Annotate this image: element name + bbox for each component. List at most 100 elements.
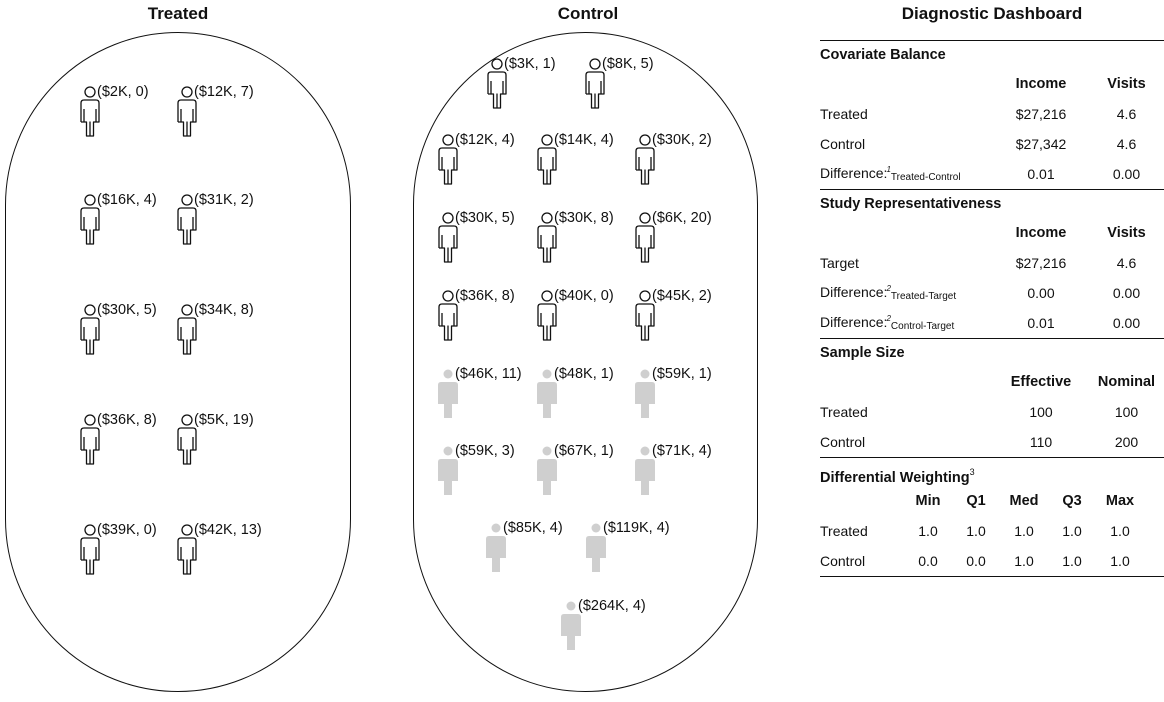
control-person-excluded: ($71K, 4) <box>633 441 793 501</box>
table-cell: 1.0 <box>1062 553 1082 569</box>
table-row: Difference:1Treated-Control 0.01 0.00 <box>820 159 1164 189</box>
table-cell: 1.0 <box>1014 523 1034 539</box>
row-label: Treated <box>820 523 868 539</box>
person-income-visits-label: ($59K, 1) <box>652 366 712 382</box>
column-header: Income <box>1015 76 1067 92</box>
control-person: ($3K, 1) <box>485 54 645 114</box>
table-cell: 1.0 <box>1014 553 1034 569</box>
treated-group-title: Treated <box>147 4 209 23</box>
table-row: Difference:2Control-Target 0.01 0.00 <box>820 308 1164 338</box>
person-income-visits-label: ($12K, 4) <box>455 132 515 148</box>
person-income-visits-label: ($30K, 5) <box>455 210 515 226</box>
person-icon <box>537 134 557 185</box>
person-icon <box>487 58 507 109</box>
table-cell: 1.0 <box>1110 523 1130 539</box>
person-income-visits-label: ($40K, 0) <box>554 288 614 304</box>
person-income-visits-label: ($48K, 1) <box>554 366 614 382</box>
weighting-section: Differential Weighting3 Min Q1 Med Q3 Max Tr… <box>820 457 1164 576</box>
person-income-visits-label: ($45K, 2) <box>652 288 712 304</box>
treated-person: ($16K, 4) <box>78 190 238 250</box>
person-icon <box>635 369 655 418</box>
person-income-visits-label: ($3K, 1) <box>504 56 556 72</box>
table-header: Min Q1 Med Q3 Max <box>820 486 1164 516</box>
weighting-title-text: Differential Weighting <box>820 470 970 486</box>
control-person: ($30K, 2) <box>633 130 793 190</box>
table-cell: 100 <box>1114 404 1139 420</box>
row-label: Target <box>820 255 993 271</box>
table-cell: 0.01 <box>1027 166 1055 182</box>
row-label-subscript: Treated-Target <box>890 291 957 302</box>
footnote-marker: 2 <box>886 284 891 293</box>
person-income-visits-label: ($42K, 13) <box>194 522 262 538</box>
row-label-text: Difference: <box>820 165 888 181</box>
table-cell: 0.0 <box>966 553 986 569</box>
row-label-text: Target <box>820 255 859 271</box>
person-icon <box>80 524 100 575</box>
column-header: Max <box>1105 493 1135 509</box>
table-row: Control 110 200 <box>820 427 1164 457</box>
column-header: Med <box>1009 493 1039 509</box>
table-header: Income Visits <box>820 218 1164 248</box>
row-label: Difference:2Control-Target <box>820 314 993 332</box>
table-row: Treated 100 100 <box>820 397 1164 427</box>
row-label-subscript: Treated-Control <box>890 172 961 183</box>
table-cell: $27,216 <box>1015 106 1067 122</box>
control-person-excluded: ($59K, 1) <box>633 364 793 424</box>
table-cell: 1.0 <box>966 523 986 539</box>
table-cell: $27,342 <box>1015 136 1067 152</box>
treated-person: ($2K, 0) <box>78 82 238 142</box>
table-cell: 0.00 <box>1027 285 1055 301</box>
row-label-subscript: Control-Target <box>890 321 955 332</box>
column-header: Q1 <box>966 493 986 509</box>
treated-person: ($12K, 7) <box>175 82 335 142</box>
treated-group-panel <box>5 32 351 692</box>
section-title: Covariate Balance <box>820 47 946 63</box>
person-icon <box>537 290 557 341</box>
row-label-text: Difference: <box>820 314 888 330</box>
table-cell: 200 <box>1114 434 1139 450</box>
control-person: ($30K, 8) <box>535 208 695 268</box>
control-group-title: Control <box>557 4 619 23</box>
section-title: Study Representativeness <box>820 196 1002 212</box>
treated-person: ($31K, 2) <box>175 190 335 250</box>
row-label: Difference:2Treated-Target <box>820 284 993 302</box>
footnote-marker: 1 <box>886 165 891 174</box>
table-row: Control $27,342 4.6 <box>820 129 1164 159</box>
table-cell: 0.01 <box>1027 315 1055 331</box>
person-income-visits-label: ($39K, 0) <box>97 522 157 538</box>
row-label-text: Control <box>820 434 866 450</box>
treated-person: ($34K, 8) <box>175 300 335 360</box>
person-icon <box>80 86 100 137</box>
section-title: Differential Weighting3 <box>820 458 1164 486</box>
table-cell: 100 <box>1029 404 1053 420</box>
person-income-visits-label: ($67K, 1) <box>554 443 614 459</box>
person-icon <box>537 369 557 418</box>
control-person: ($8K, 5) <box>583 54 743 114</box>
person-income-visits-label: ($30K, 2) <box>652 132 712 148</box>
person-icon <box>177 414 197 465</box>
row-label: Control <box>820 136 993 152</box>
row-label: Treated <box>820 106 993 122</box>
treated-person: ($42K, 13) <box>175 520 335 580</box>
control-person: ($45K, 2) <box>633 286 793 346</box>
table-row: Treated 1.0 1.0 1.0 1.0 1.0 <box>820 516 1164 546</box>
control-person: ($40K, 0) <box>535 286 695 346</box>
person-icon <box>635 290 655 341</box>
person-icon <box>438 446 458 495</box>
person-income-visits-label: ($36K, 8) <box>455 288 515 304</box>
person-icon <box>635 134 655 185</box>
control-person: ($36K, 8) <box>436 286 596 346</box>
table-cell: 1.0 <box>918 523 938 539</box>
person-icon <box>486 523 506 572</box>
table-header: Effective Nominal <box>820 367 1164 397</box>
row-label-text: Treated <box>820 404 868 420</box>
footnote-marker: 2 <box>886 314 891 323</box>
treated-person: ($5K, 19) <box>175 410 335 470</box>
person-income-visits-label: ($14K, 4) <box>554 132 614 148</box>
person-icon <box>177 194 197 245</box>
control-person-excluded: ($46K, 11) <box>436 364 596 424</box>
row-label-text: Treated <box>820 106 868 122</box>
control-person-excluded: ($264K, 4) <box>559 596 719 656</box>
table-cell: 4.6 <box>1116 255 1137 271</box>
person-icon <box>635 446 655 495</box>
